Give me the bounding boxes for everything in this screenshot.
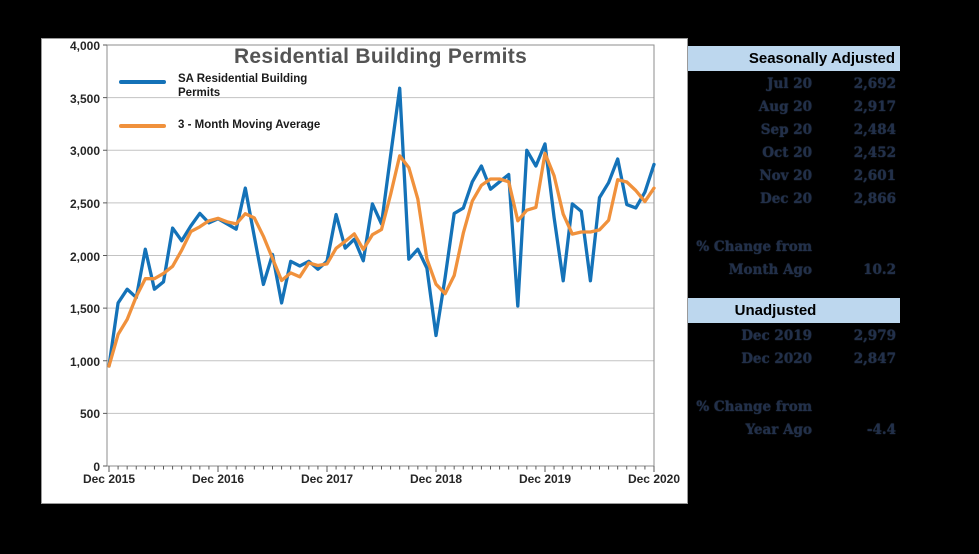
row-value: 2,484 <box>853 122 896 138</box>
y-tick-label: 1,500 <box>69 302 100 317</box>
chart-panel: Residential Building Permits SA Resident… <box>41 38 688 504</box>
row-value: 2,847 <box>853 351 896 367</box>
percent-change-label: % Change from <box>696 239 812 255</box>
x-tick-label: Dec 2020 <box>627 472 681 486</box>
table-row: Sep 20 2,484 <box>688 119 900 142</box>
table-row: Dec 20 2,866 <box>688 188 900 211</box>
legend-label: 3 - Month Moving Average <box>178 119 321 131</box>
table-row: Oct 20 2,452 <box>688 142 900 165</box>
percent-change-value: 10.2 <box>863 262 896 278</box>
summary-table: Seasonally Adjusted Jul 20 2,692 Aug 20 2,9… <box>688 0 900 554</box>
seasonally-adjusted-section: Seasonally Adjusted Jul 20 2,692 Aug 20 2,9… <box>688 46 900 282</box>
y-tick-label: 3,500 <box>69 91 100 106</box>
chart-title: Residential Building Permits <box>233 45 528 68</box>
row-label: Dec 20 <box>759 191 812 207</box>
section-header: Unadjusted <box>688 298 900 323</box>
moving-average-line <box>107 151 656 368</box>
moving-average-line-swatch <box>119 124 166 128</box>
table-row: Aug 20 2,917 <box>688 96 900 119</box>
row-label: Aug 20 <box>758 99 812 115</box>
row-label: Sep 20 <box>760 122 812 138</box>
percent-change-period: Year Ago <box>745 422 812 438</box>
legend-label: SA Residential Building Permits <box>178 73 308 99</box>
row-label: Dec 2019 <box>741 328 812 344</box>
y-tick-label: 0 <box>93 460 100 474</box>
row-label: Nov 20 <box>759 168 812 184</box>
row-value: 2,866 <box>853 191 896 207</box>
y-tick-label: 1,000 <box>69 354 100 369</box>
sa-permits-line-swatch <box>119 80 166 84</box>
x-tick-label: Dec 2019 <box>518 472 572 486</box>
table-row: Dec 2020 2,847 <box>688 348 900 371</box>
row-value: 2,917 <box>853 99 896 115</box>
x-tick-label: Dec 2018 <box>409 472 463 486</box>
row-value: 2,979 <box>853 328 896 344</box>
row-label: Jul 20 <box>767 76 812 92</box>
y-tick-label: 500 <box>79 407 100 422</box>
row-label: Dec 2020 <box>741 351 812 367</box>
row-value: 2,692 <box>853 76 896 92</box>
x-tick-label: Dec 2016 <box>191 472 245 486</box>
y-tick-label: 4,000 <box>69 39 100 53</box>
percent-change-value-row: Month Ago 10.2 <box>688 259 900 282</box>
row-value: 2,452 <box>853 145 896 161</box>
percent-change-period: Month Ago <box>728 262 812 278</box>
y-tick-label: 2,000 <box>69 249 100 264</box>
table-row: Dec 2019 2,979 <box>688 325 900 348</box>
percent-change-label: % Change from <box>696 399 812 415</box>
x-tick-label: Dec 2015 <box>82 472 136 486</box>
row-label: Oct 20 <box>762 145 812 161</box>
section-header: Seasonally Adjusted <box>688 46 900 71</box>
row-value: 2,601 <box>853 168 896 184</box>
x-tick-label: Dec 2017 <box>300 472 354 486</box>
percent-change-value: -4.4 <box>866 422 896 438</box>
unadjusted-section: Unadjusted Dec 2019 2,979 Dec 2020 2,847 % C… <box>688 298 900 478</box>
permits-chart <box>103 44 656 472</box>
y-tick-label: 2,500 <box>69 196 100 211</box>
y-tick-label: 3,000 <box>69 144 100 159</box>
percent-change-value-row: Year Ago -4.4 <box>688 419 900 442</box>
table-row: Nov 20 2,601 <box>688 165 900 188</box>
table-row: Jul 20 2,692 <box>688 73 900 96</box>
